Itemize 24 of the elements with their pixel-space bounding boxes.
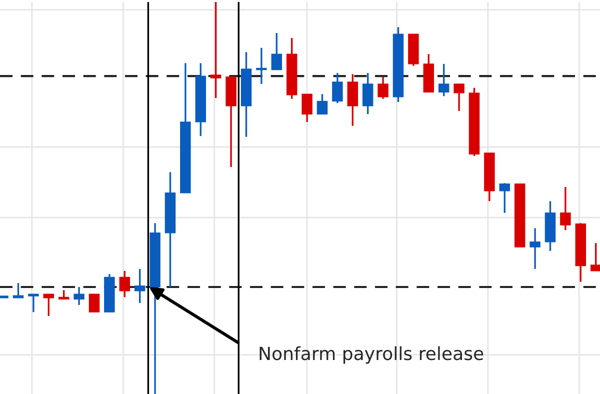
candlestick	[332, 72, 343, 104]
candlestick	[438, 63, 450, 97]
candlestick	[499, 182, 510, 214]
candlestick	[454, 83, 464, 112]
candlestick	[362, 72, 374, 115]
candlestick	[378, 76, 388, 100]
candlestick	[134, 268, 146, 304]
candlestick	[271, 32, 282, 71]
candlestick	[74, 286, 84, 306]
candlestick	[58, 289, 70, 300]
candlestick	[43, 293, 54, 317]
candlestick	[119, 270, 130, 298]
candlestick	[28, 293, 39, 313]
candlestick	[530, 227, 540, 270]
candlestick	[590, 242, 600, 272]
candlestick	[347, 73, 358, 127]
annotation: Nonfarm payrolls release	[260, 346, 484, 364]
candlestick	[88, 293, 100, 313]
candlestick	[302, 93, 312, 123]
candlestick	[316, 93, 328, 115]
candlestick	[256, 47, 267, 85]
candlestick	[12, 282, 24, 299]
candlestick	[210, 2, 222, 99]
candlestick	[560, 186, 571, 231]
